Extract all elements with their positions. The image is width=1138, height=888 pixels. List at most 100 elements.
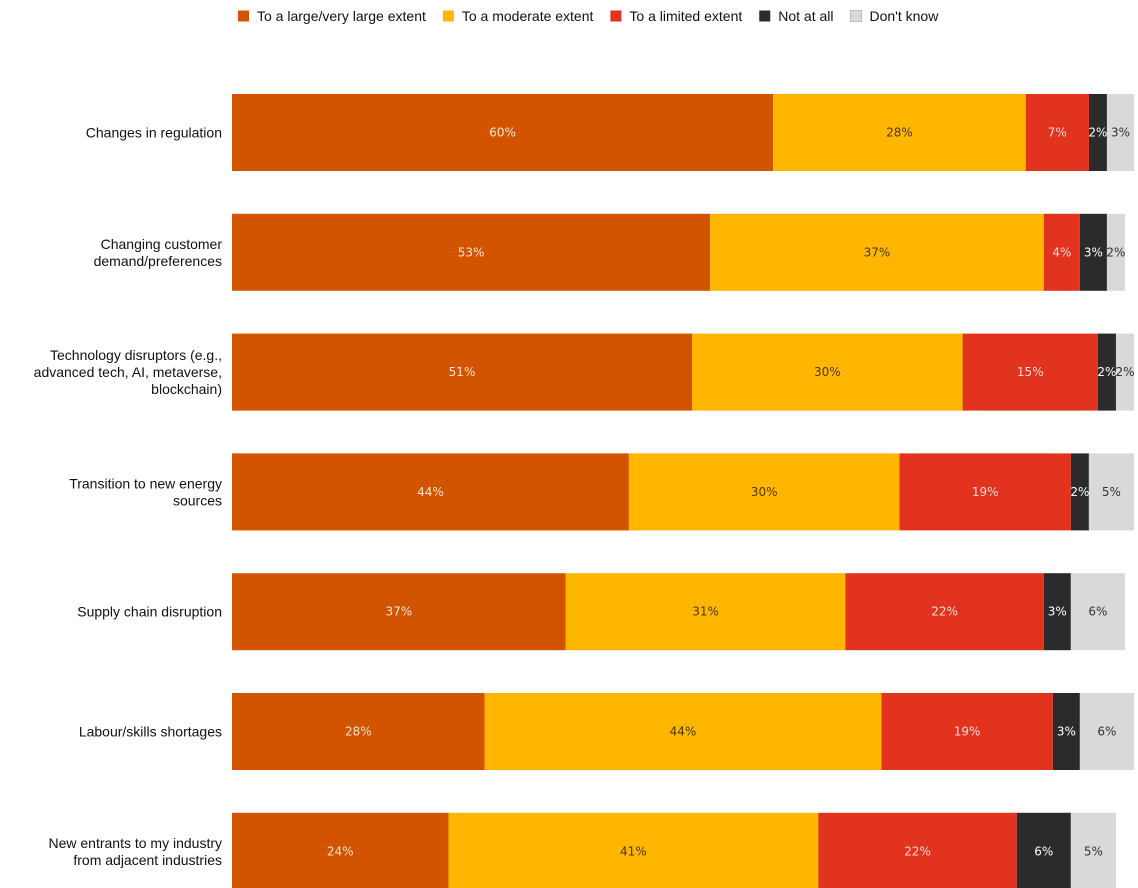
- bar-segment-not-at-all: [1070, 453, 1089, 531]
- data-label: 28%: [345, 725, 372, 739]
- category-label-line: New entrants to my industry: [48, 835, 222, 851]
- data-label: 37%: [386, 605, 413, 619]
- legend-item-to-a-limited-extent: To a limited extent: [610, 8, 742, 24]
- legend-item-don-t-know: Don't know: [850, 8, 940, 24]
- category-label-line: Changes in regulation: [86, 125, 222, 141]
- data-label: 53%: [458, 245, 485, 259]
- bar-row: 44% 30% 19% 2% 5%: [232, 453, 1134, 531]
- bar-row: 51% 30% 15% 2%2%: [232, 333, 1135, 411]
- legend: To a large/very large extent To a moderat…: [238, 8, 939, 24]
- legend-swatch: [442, 10, 454, 22]
- bar-segment-to-a-limited-extent: [1025, 94, 1089, 171]
- data-label: 30%: [814, 365, 841, 379]
- bar-segment-to-a-moderate-extent: [448, 812, 819, 888]
- bar-segment-don-t-know: [1070, 812, 1116, 888]
- data-label: 6%: [1034, 844, 1053, 858]
- bar-segment-to-a-large-very-large-extent: [232, 333, 693, 411]
- category-label-line: Supply chain disruption: [77, 604, 222, 620]
- data-label: 5%: [1084, 844, 1103, 858]
- data-label: 2%: [1070, 485, 1089, 499]
- bar-segment-to-a-moderate-extent: [628, 453, 900, 531]
- bar-segment-don-t-know: [1070, 573, 1125, 651]
- bar-segment-don-t-know: [1115, 333, 1134, 411]
- bar-segment-don-t-know: [1088, 453, 1134, 531]
- bar-segment-to-a-moderate-extent: [484, 693, 882, 770]
- category-label-line: Technology disruptors (e.g.,: [50, 347, 222, 363]
- bar-segment-to-a-limited-extent: [962, 333, 1098, 411]
- data-label: 3%: [1057, 725, 1076, 739]
- category-labels: Changes in regulation Changing customer de…: [34, 125, 223, 868]
- legend-label: To a large/very large extent: [257, 8, 426, 24]
- category-label-line: Changing customer: [101, 236, 223, 252]
- bar-row: 24% 41% 22% 6% 5%: [232, 812, 1116, 888]
- bar-row: 53% 37% 4% 3% 2%: [232, 213, 1125, 291]
- legend-label: Not at all: [778, 8, 833, 24]
- bars: 60% 28% 7% 2% 3%53% 37% 4% 3% 2%51% 30% 15% 2%2%44%…: [232, 94, 1135, 888]
- category-label: Supply chain disruption: [77, 604, 222, 620]
- legend-label: Don't know: [870, 8, 940, 24]
- bar-row: 37% 31% 22% 3% 6%: [232, 573, 1125, 651]
- bar-row: 60% 28% 7% 2% 3%: [232, 94, 1134, 171]
- data-label: 4%: [1052, 245, 1071, 259]
- bar-segment-to-a-moderate-extent: [710, 213, 1044, 291]
- data-label: 19%: [954, 725, 981, 739]
- bar-segment-not-at-all: [1016, 812, 1071, 888]
- bar-segment-not-at-all: [1088, 94, 1107, 171]
- legend-swatch: [759, 10, 771, 22]
- data-label: 41%: [620, 844, 647, 858]
- bar-segment-to-a-moderate-extent: [565, 573, 846, 651]
- bar-segment-don-t-know: [1106, 213, 1125, 291]
- bar-segment-to-a-limited-extent: [1043, 213, 1080, 291]
- data-label: 6%: [1088, 605, 1107, 619]
- bar-segment-to-a-large-very-large-extent: [232, 573, 566, 651]
- category-label: Labour/skills shortages: [79, 724, 222, 740]
- legend-label: To a moderate extent: [462, 8, 594, 24]
- data-label: 24%: [327, 844, 354, 858]
- category-label-line: Labour/skills shortages: [79, 724, 222, 740]
- data-label: 51%: [449, 365, 476, 379]
- data-label: 2%: [1097, 365, 1116, 379]
- data-label: 44%: [670, 725, 697, 739]
- legend-swatch: [610, 10, 622, 22]
- bar-segment-to-a-large-very-large-extent: [232, 693, 485, 770]
- bar-segment-to-a-large-very-large-extent: [232, 812, 449, 888]
- data-label: 2%: [1106, 245, 1125, 259]
- bar-segment-to-a-large-very-large-extent: [232, 213, 711, 291]
- category-label: New entrants to my industry from adjacent…: [48, 835, 222, 868]
- category-label-line: blockchain): [151, 381, 222, 397]
- bar-segment-not-at-all: [1043, 573, 1071, 651]
- legend-item-to-a-large-very-large-extent: To a large/very large extent: [238, 8, 426, 24]
- bar-segment-to-a-limited-extent: [845, 573, 1044, 651]
- bar-segment-to-a-limited-extent: [899, 453, 1071, 531]
- data-label: 22%: [904, 844, 931, 858]
- bar-segment-don-t-know: [1079, 693, 1134, 770]
- bar-segment-to-a-large-very-large-extent: [232, 453, 629, 531]
- data-label: 3%: [1084, 245, 1103, 259]
- data-label: 22%: [931, 605, 958, 619]
- bar-segment-to-a-large-very-large-extent: [232, 94, 774, 171]
- data-label: 3%: [1048, 605, 1067, 619]
- bar-segment-to-a-moderate-extent: [773, 94, 1026, 171]
- category-label-line: sources: [173, 492, 222, 508]
- category-label-line: advanced tech, AI, metaverse,: [34, 364, 222, 380]
- legend-item-not-at-all: Not at all: [759, 8, 834, 24]
- legend-label: To a limited extent: [629, 8, 742, 24]
- data-label: 44%: [417, 485, 444, 499]
- bar-segment-not-at-all: [1097, 333, 1116, 411]
- data-label: 37%: [864, 245, 891, 259]
- data-label: 28%: [886, 126, 913, 140]
- category-label: Technology disruptors (e.g., advanced tec…: [34, 347, 222, 397]
- bar-segment-to-a-limited-extent: [818, 812, 1017, 888]
- data-label: 2%: [1115, 365, 1134, 379]
- bar-segment-to-a-moderate-extent: [692, 333, 963, 411]
- data-label: 60%: [489, 126, 516, 140]
- bar-row: 28% 44% 19% 3% 6%: [232, 693, 1134, 770]
- data-label: 15%: [1017, 365, 1044, 379]
- legend-swatch: [238, 10, 249, 22]
- data-label: 6%: [1097, 725, 1116, 739]
- category-label-line: Transition to new energy: [69, 475, 222, 491]
- legend-swatch: [850, 10, 862, 22]
- bar-segment-not-at-all: [1079, 213, 1107, 291]
